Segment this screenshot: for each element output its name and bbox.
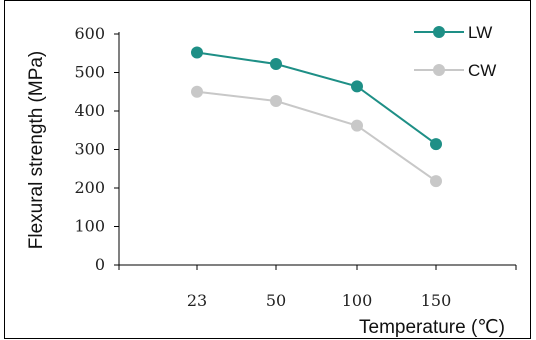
x-tick-label: 150 <box>421 291 452 310</box>
y-ticks: 0 100 200 300 400 500 600 <box>74 24 119 274</box>
legend-marker-cw <box>433 64 445 76</box>
y-tick-label: 0 <box>95 255 105 274</box>
x-axis-title: Temperature (℃) <box>359 317 505 338</box>
data-point-cw <box>191 85 203 98</box>
series-line-lw <box>196 51 437 145</box>
legend-label-cw: CW <box>468 61 496 80</box>
data-point-cw <box>430 175 442 188</box>
y-tick-label: 300 <box>74 140 105 159</box>
chart-frame <box>4 0 531 339</box>
legend-label-lw: LW <box>468 23 492 42</box>
legend-marker-lw <box>433 26 445 38</box>
series-layer <box>191 46 442 188</box>
x-tick-label: 100 <box>342 291 373 310</box>
legend: LW CW <box>414 23 496 80</box>
y-tick-label: 400 <box>74 101 105 120</box>
data-point-lw <box>430 138 442 151</box>
y-tick-label: 200 <box>74 178 105 197</box>
data-point-lw <box>191 46 203 59</box>
y-tick-label: 500 <box>74 63 105 82</box>
data-point-lw <box>351 80 363 93</box>
series-line-cw <box>196 90 437 182</box>
data-point-cw <box>270 94 282 107</box>
x-ticks: 23 50 100 150 <box>118 265 517 310</box>
x-tick-label: 23 <box>187 291 207 310</box>
y-tick-label: 600 <box>74 24 105 43</box>
data-point-lw <box>270 58 282 71</box>
y-axis-title: Flexural strength (MPa) <box>26 51 47 250</box>
x-tick-label: 50 <box>266 291 286 310</box>
data-point-cw <box>351 119 363 132</box>
y-tick-label: 100 <box>74 217 105 236</box>
